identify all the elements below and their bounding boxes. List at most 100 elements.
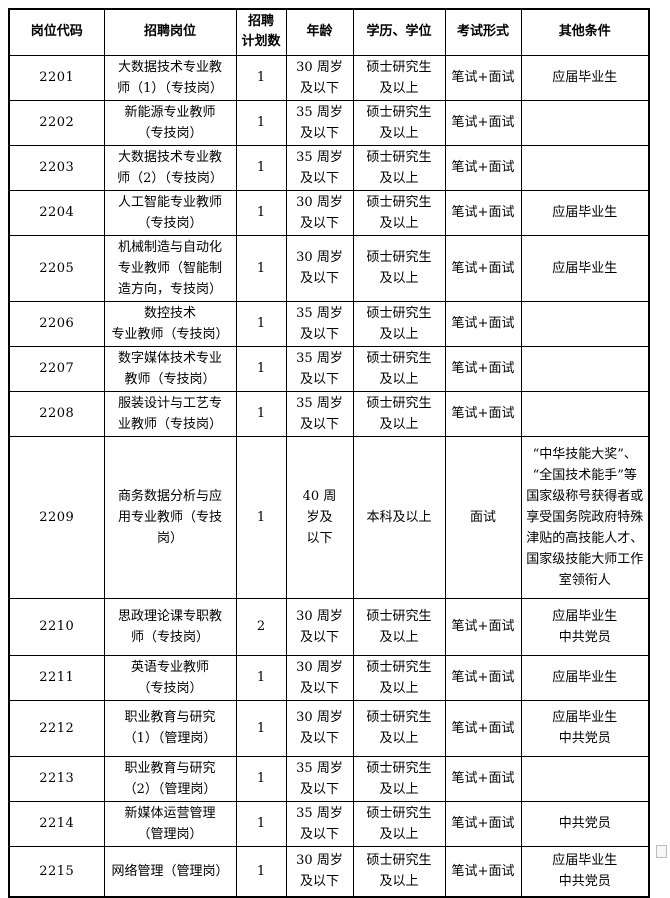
cell-plan-count: 1 bbox=[235, 390, 287, 437]
table-row: 2209 商务数据分析与应 用专业教师（专技 岗） 1 40 周 岁及 以下 本科及以上… bbox=[8, 435, 650, 599]
cell-plan-count: 1 bbox=[235, 755, 287, 802]
cell-position-code: 2203 bbox=[8, 144, 105, 191]
cell-position-code: 2201 bbox=[8, 54, 105, 101]
header-position-code: 岗位代码 bbox=[8, 8, 105, 56]
cell-plan-count: 1 bbox=[235, 300, 287, 347]
cell-plan-count: 1 bbox=[235, 345, 287, 392]
cell-degree: 硕士研究生 及以上 bbox=[352, 390, 446, 437]
header-row: 岗位代码 招聘岗位 招聘 计划数 年龄 学历、学位 考试形式 其他条件 bbox=[8, 8, 650, 56]
cell-degree: 硕士研究生 及以上 bbox=[352, 234, 446, 302]
cell-plan-count: 1 bbox=[235, 435, 287, 599]
cell-age: 30 周岁 及以下 bbox=[285, 845, 354, 898]
cell-exam-format: 笔试+面试 bbox=[444, 699, 522, 757]
cell-exam-format: 笔试+面试 bbox=[444, 755, 522, 802]
cell-age: 30 周岁 及以下 bbox=[285, 699, 354, 757]
cell-position-name: 商务数据分析与应 用专业教师（专技 岗） bbox=[103, 435, 237, 599]
cell-other-conditions bbox=[520, 144, 650, 191]
cell-position-code: 2207 bbox=[8, 345, 105, 392]
cell-exam-format: 笔试+面试 bbox=[444, 390, 522, 437]
cell-degree: 硕士研究生 及以上 bbox=[352, 54, 446, 101]
cell-position-code: 2211 bbox=[8, 654, 105, 701]
cell-plan-count: 1 bbox=[235, 654, 287, 701]
cell-age: 35 周岁 及以下 bbox=[285, 144, 354, 191]
cell-age: 30 周岁 及以下 bbox=[285, 54, 354, 101]
cell-plan-count: 1 bbox=[235, 234, 287, 302]
cell-position-name: 新能源专业教师 （专技岗） bbox=[103, 99, 237, 146]
cell-plan-count: 1 bbox=[235, 54, 287, 101]
cell-exam-format: 笔试+面试 bbox=[444, 345, 522, 392]
cell-age: 35 周岁 及以下 bbox=[285, 800, 354, 847]
cell-degree: 硕士研究生 及以上 bbox=[352, 189, 446, 236]
cell-other-conditions: 应届毕业生 bbox=[520, 234, 650, 302]
cell-position-code: 2214 bbox=[8, 800, 105, 847]
cell-position-name: 大数据技术专业教 师（2）（专技岗） bbox=[103, 144, 237, 191]
table-row: 2206 数控技术 专业教师（专技岗） 1 35 周岁 及以下 硕士研究生 及以上 笔试+… bbox=[8, 300, 650, 347]
cell-age: 35 周岁 及以下 bbox=[285, 390, 354, 437]
cell-exam-format: 笔试+面试 bbox=[444, 300, 522, 347]
cell-exam-format: 笔试+面试 bbox=[444, 654, 522, 701]
cell-degree: 硕士研究生 及以上 bbox=[352, 755, 446, 802]
header-degree: 学历、学位 bbox=[352, 8, 446, 56]
cell-position-code: 2205 bbox=[8, 234, 105, 302]
cell-position-name: 思政理论课专职教 师（专技岗） bbox=[103, 597, 237, 656]
cell-position-name: 新媒体运营管理 （管理岗） bbox=[103, 800, 237, 847]
cell-other-conditions bbox=[520, 99, 650, 146]
cell-age: 35 周岁 及以下 bbox=[285, 99, 354, 146]
cell-position-code: 2209 bbox=[8, 435, 105, 599]
cell-position-code: 2215 bbox=[8, 845, 105, 898]
cell-exam-format: 笔试+面试 bbox=[444, 144, 522, 191]
table-row: 2207 数字媒体技术专业 教师（专技岗） 1 35 周岁 及以下 硕士研究生 及以上笔… bbox=[8, 345, 650, 392]
cell-degree: 硕士研究生 及以上 bbox=[352, 699, 446, 757]
cell-position-name: 职业教育与研究 （2）（管理岗） bbox=[103, 755, 237, 802]
table-row: 2210 思政理论课专职教 师（专技岗） 2 30 周岁 及以下 硕士研究生 及以上 笔试… bbox=[8, 597, 650, 656]
cell-degree: 硕士研究生 及以上 bbox=[352, 800, 446, 847]
cell-age: 30 周岁 及以下 bbox=[285, 234, 354, 302]
cell-plan-count: 1 bbox=[235, 699, 287, 757]
cell-plan-count: 1 bbox=[235, 845, 287, 898]
page-corner-artifact-box bbox=[656, 845, 667, 858]
cell-degree: 硕士研究生 及以上 bbox=[352, 845, 446, 898]
cell-other-conditions: 应届毕业生 中共党员 bbox=[520, 699, 650, 757]
cell-position-code: 2213 bbox=[8, 755, 105, 802]
cell-exam-format: 笔试+面试 bbox=[444, 800, 522, 847]
table-row: 2202 新能源专业教师 （专技岗） 1 35 周岁 及以下 硕士研究生 及以上 笔试+面… bbox=[8, 99, 650, 146]
cell-age: 30 周岁 及以下 bbox=[285, 597, 354, 656]
cell-degree: 硕士研究生 及以上 bbox=[352, 654, 446, 701]
cell-position-name: 大数据技术专业教 师（1）（专技岗） bbox=[103, 54, 237, 101]
cell-plan-count: 1 bbox=[235, 800, 287, 847]
cell-position-code: 2210 bbox=[8, 597, 105, 656]
table-row: 2211 英语专业教师 （专技岗） 1 30 周岁 及以下 硕士研究生 及以上 笔试+面试… bbox=[8, 654, 650, 701]
cell-degree: 硕士研究生 及以上 bbox=[352, 144, 446, 191]
header-plan-count: 招聘 计划数 bbox=[235, 8, 287, 56]
cell-position-name: 服装设计与工艺专 业教师（专技岗） bbox=[103, 390, 237, 437]
cell-degree: 硕士研究生 及以上 bbox=[352, 99, 446, 146]
cell-other-conditions: 中共党员 bbox=[520, 800, 650, 847]
table-row: 2208 服装设计与工艺专 业教师（专技岗） 1 35 周岁 及以下 硕士研究生 及以上… bbox=[8, 390, 650, 437]
cell-position-name: 数控技术 专业教师（专技岗） bbox=[103, 300, 237, 347]
cell-exam-format: 笔试+面试 bbox=[444, 189, 522, 236]
table-row: 2215 网络管理（管理岗） 1 30 周岁 及以下 硕士研究生 及以上 笔试+面试 应届毕… bbox=[8, 845, 650, 898]
cell-age: 30 周岁 及以下 bbox=[285, 654, 354, 701]
cell-position-name: 网络管理（管理岗） bbox=[103, 845, 237, 898]
cell-other-conditions: 应届毕业生 bbox=[520, 54, 650, 101]
cell-exam-format: 笔试+面试 bbox=[444, 597, 522, 656]
cell-plan-count: 1 bbox=[235, 144, 287, 191]
cell-exam-format: 笔试+面试 bbox=[444, 845, 522, 898]
cell-age: 30 周岁 及以下 bbox=[285, 189, 354, 236]
header-other-conditions: 其他条件 bbox=[520, 8, 650, 56]
cell-plan-count: 2 bbox=[235, 597, 287, 656]
cell-position-code: 2202 bbox=[8, 99, 105, 146]
table-row: 2214 新媒体运营管理 （管理岗） 1 35 周岁 及以下 硕士研究生 及以上 笔试+面… bbox=[8, 800, 650, 847]
cell-other-conditions: 应届毕业生 bbox=[520, 654, 650, 701]
table-body: 2201 大数据技术专业教 师（1）（专技岗） 1 30 周岁 及以下 硕士研究生 及以… bbox=[8, 54, 650, 898]
cell-other-conditions: 应届毕业生 中共党员 bbox=[520, 845, 650, 898]
cell-position-code: 2208 bbox=[8, 390, 105, 437]
cell-exam-format: 笔试+面试 bbox=[444, 234, 522, 302]
cell-position-code: 2204 bbox=[8, 189, 105, 236]
cell-plan-count: 1 bbox=[235, 189, 287, 236]
cell-other-conditions: 应届毕业生 bbox=[520, 189, 650, 236]
recruitment-positions-table: 岗位代码 招聘岗位 招聘 计划数 年龄 学历、学位 考试形式 其他条件 2201… bbox=[8, 8, 650, 898]
cell-other-conditions: 应届毕业生 中共党员 bbox=[520, 597, 650, 656]
cell-degree: 硕士研究生 及以上 bbox=[352, 597, 446, 656]
header-exam-format: 考试形式 bbox=[444, 8, 522, 56]
